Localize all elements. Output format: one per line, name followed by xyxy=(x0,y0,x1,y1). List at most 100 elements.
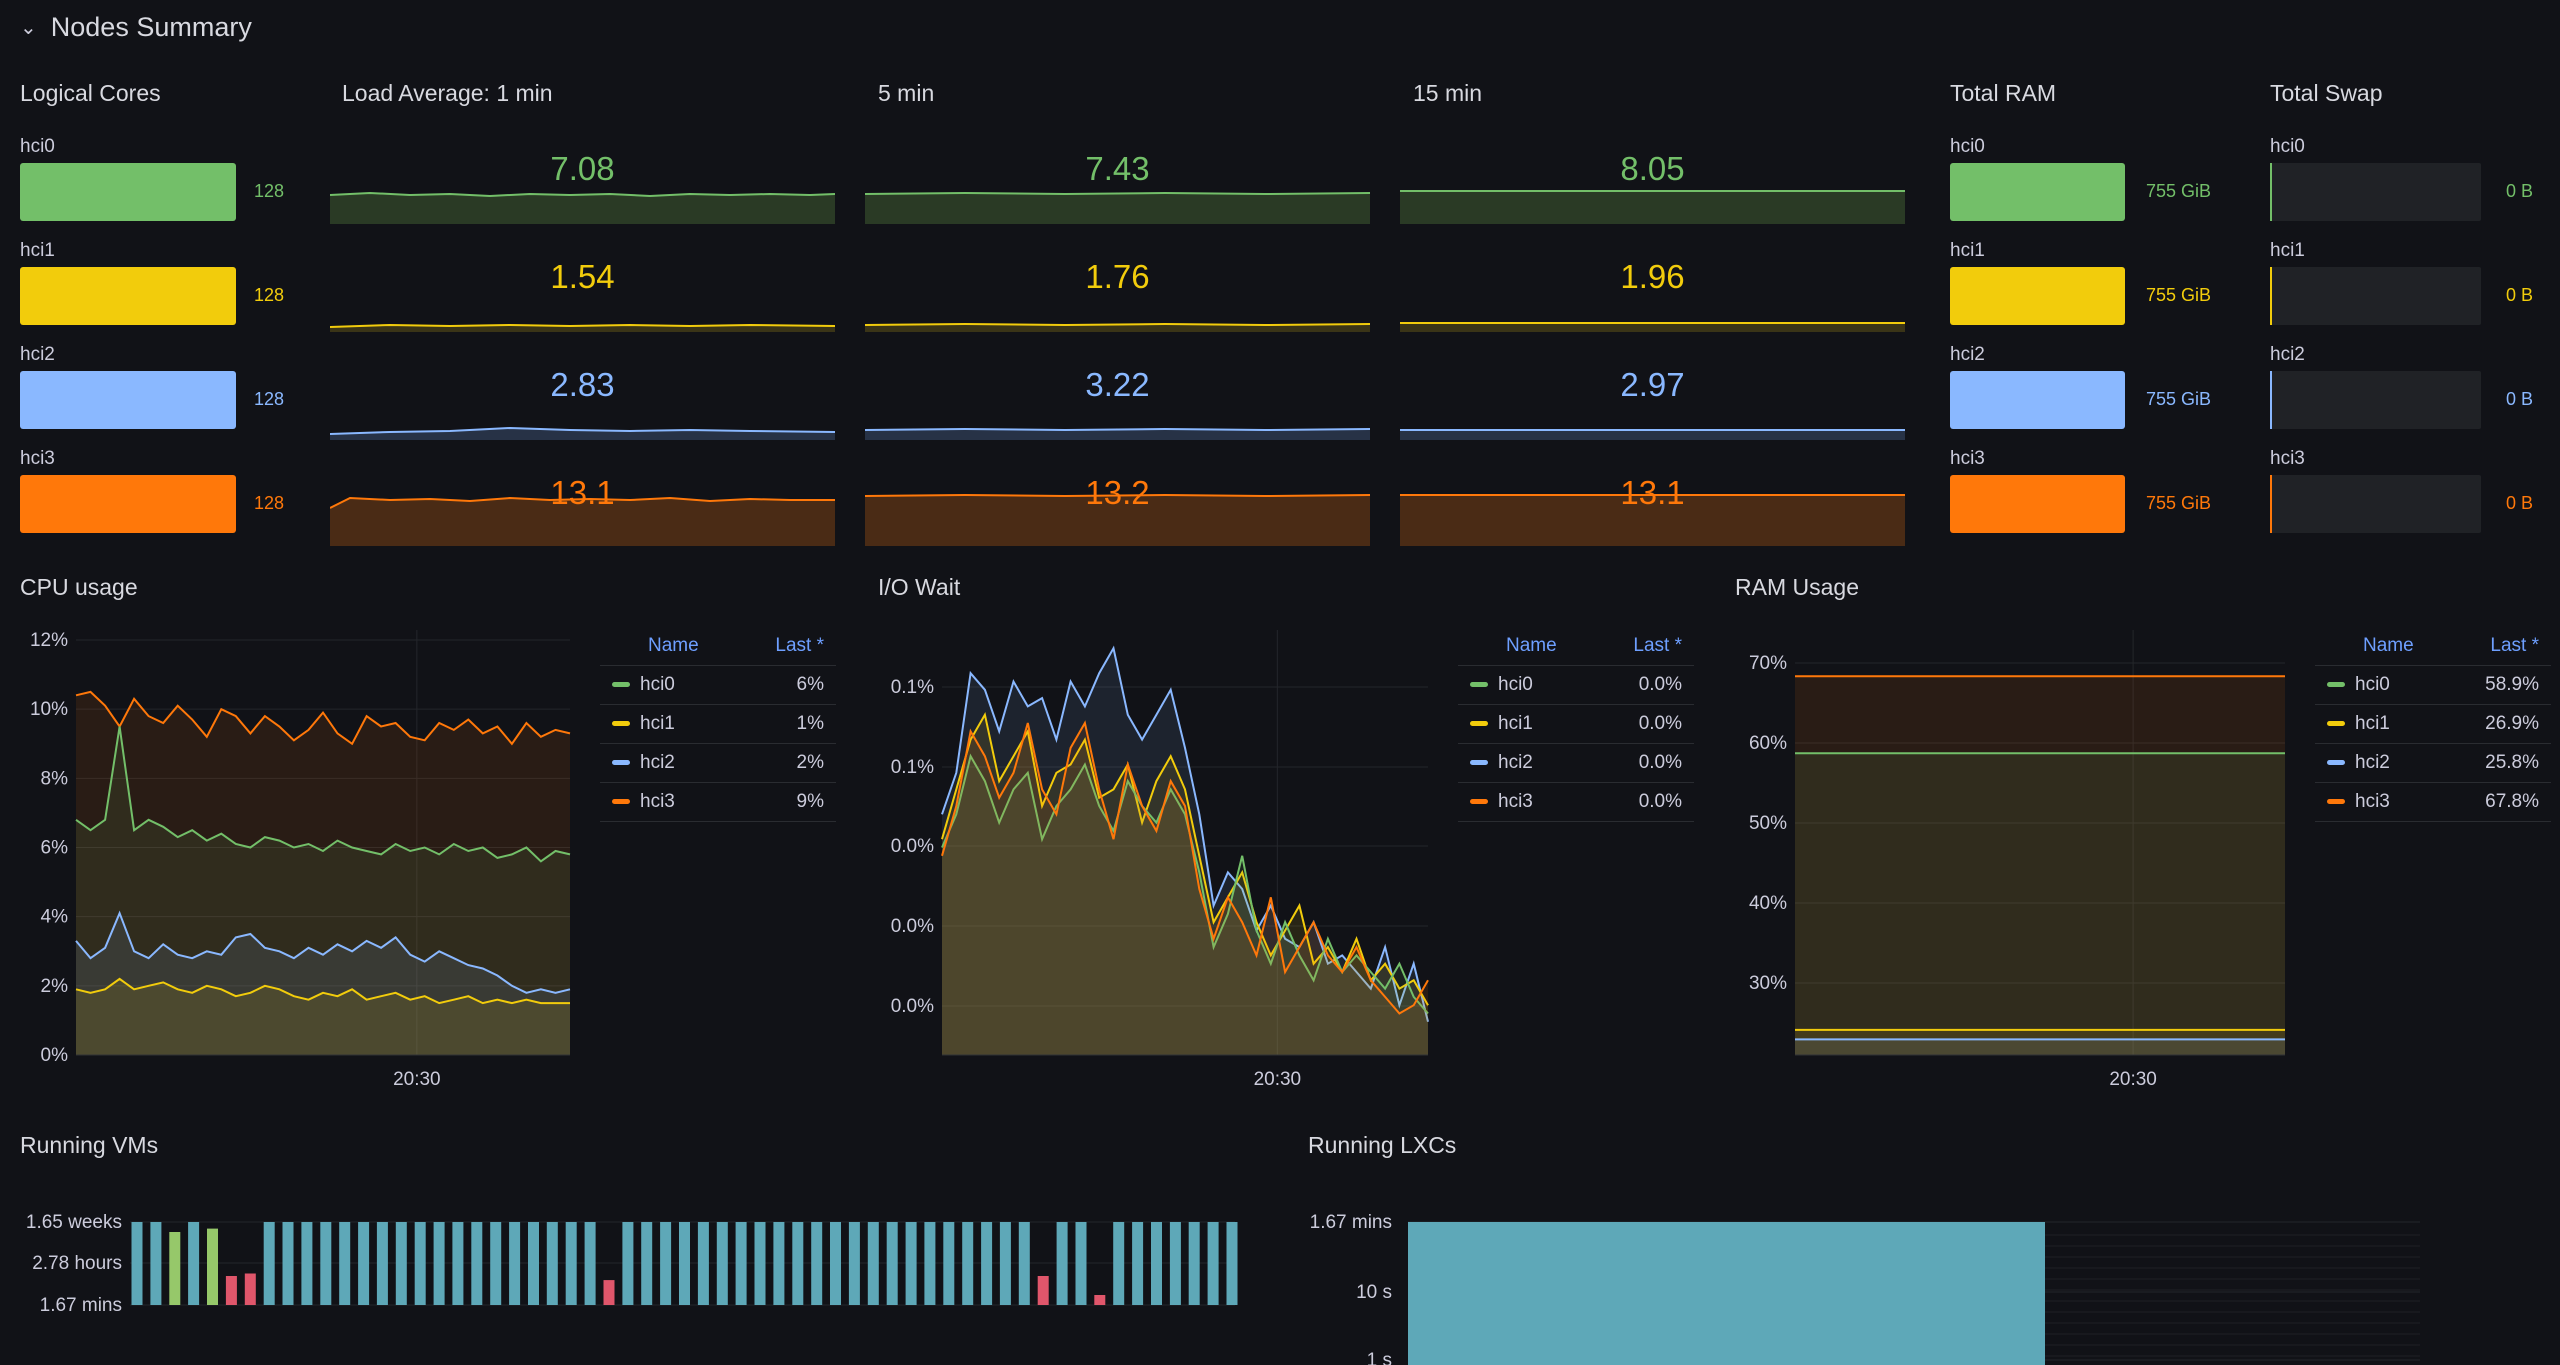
chevron-down-icon[interactable]: ⌄ xyxy=(20,17,37,39)
legend-row-hci2[interactable]: hci2 25.8% xyxy=(2315,743,2551,783)
ram-bar-hci2 xyxy=(1950,371,2125,429)
bar-51 xyxy=(1094,1295,1106,1305)
legend-name-header[interactable]: Name xyxy=(600,627,743,666)
legend-series-name: hci0 xyxy=(640,674,675,695)
bar-44 xyxy=(962,1222,974,1305)
bar-7 xyxy=(263,1222,275,1305)
y-tick-label: 1.67 mins xyxy=(40,1295,122,1316)
ram-label-hci2: hci2 xyxy=(1950,344,1985,365)
legend-row-hci1[interactable]: hci1 1% xyxy=(600,704,836,744)
load1-hci2-value: 2.83 xyxy=(550,366,615,403)
legend-row-hci2[interactable]: hci2 0.0% xyxy=(1458,743,1694,783)
bar-12 xyxy=(358,1222,370,1305)
legend-name-header[interactable]: Name xyxy=(2315,627,2454,666)
legend-value: 1% xyxy=(742,704,836,744)
bar-4 xyxy=(207,1228,218,1305)
legend-last-header[interactable]: Last * xyxy=(1600,627,1694,666)
series-line-hci0 xyxy=(941,753,1429,1015)
bar-14 xyxy=(395,1222,407,1305)
cpu-usage-chart[interactable]: 0% 2% 4% 6% 8% 10% 12% 20:30 xyxy=(10,620,590,1090)
bar-19 xyxy=(490,1222,502,1305)
logical-cores-title: Logical Cores xyxy=(20,80,161,106)
y-tick-label: 2% xyxy=(41,976,69,997)
legend-value: 25.8% xyxy=(2453,743,2551,783)
legend-last-header[interactable]: Last * xyxy=(742,627,836,666)
legend-last-header[interactable]: Last * xyxy=(2453,627,2551,666)
legend-value: 9% xyxy=(742,782,836,822)
row-header-nodes-summary[interactable]: ⌄ Nodes Summary xyxy=(20,12,252,43)
load5-hci3-value: 13.2 xyxy=(1085,474,1150,511)
y-tick-label: 4% xyxy=(41,907,69,928)
total-swap-title: Total Swap xyxy=(2270,80,2383,106)
io-wait-title: I/O Wait xyxy=(878,574,961,600)
y-tick-label: 0.0% xyxy=(891,836,934,857)
legend-row-hci3[interactable]: hci3 0.0% xyxy=(1458,782,1694,822)
y-tick-label: 0.1% xyxy=(891,677,934,698)
io-wait-chart[interactable]: 0.0% 0.0% 0.0% 0.1% 0.1% 20:30 xyxy=(868,620,1448,1090)
legend-value: 67.8% xyxy=(2453,782,2551,822)
swap-value-hci3: 0 B xyxy=(2506,493,2534,513)
bar-48 xyxy=(1037,1276,1049,1305)
running-vms-chart[interactable]: 1.65 weeks 2.78 hours 1.67 mins xyxy=(0,1195,1280,1365)
cores-value-hci2: 128 xyxy=(254,389,285,409)
running-vms-title: Running VMs xyxy=(20,1132,159,1158)
ram-label-hci1: hci1 xyxy=(1950,240,1985,261)
y-tick-label: 40% xyxy=(1749,893,1787,914)
legend-row-hci0[interactable]: hci0 0.0% xyxy=(1458,665,1694,705)
cores-bar-hci0 xyxy=(20,163,236,221)
cores-label-hci1: hci1 xyxy=(20,240,55,261)
legend-name-header[interactable]: Name xyxy=(1458,627,1601,666)
bar-47 xyxy=(1018,1222,1030,1305)
series-area-hci0 xyxy=(76,726,570,1055)
bar-39 xyxy=(867,1222,879,1305)
bar-36 xyxy=(811,1222,823,1305)
swap-value-hci0: 0 B xyxy=(2506,181,2534,201)
bar-45 xyxy=(981,1222,993,1305)
bar-24 xyxy=(584,1222,596,1305)
running-lxcs-chart[interactable]: 1.67 mins 10 s 1 s xyxy=(1300,1195,2440,1365)
legend-swatch xyxy=(612,721,630,727)
bar-28 xyxy=(660,1222,672,1305)
legend-row-hci0[interactable]: hci0 6% xyxy=(600,665,836,705)
legend-swatch xyxy=(1470,721,1488,727)
bar-35 xyxy=(792,1222,804,1305)
ram-label-hci0: hci0 xyxy=(1950,136,1985,157)
series-line-hci0 xyxy=(75,726,571,863)
spark5-hci3-line xyxy=(865,493,1370,498)
load15-hci1-value: 1.96 xyxy=(1620,258,1685,295)
x-tick-label: 20:30 xyxy=(2109,1069,2157,1090)
bar-38 xyxy=(848,1222,860,1305)
bar-53 xyxy=(1132,1222,1144,1305)
y-tick-label: 0.0% xyxy=(891,996,934,1017)
row-title: Nodes Summary xyxy=(50,12,252,42)
legend-row-hci0[interactable]: hci0 58.9% xyxy=(2315,665,2551,705)
legend-row-hci2[interactable]: hci2 2% xyxy=(600,743,836,783)
legend-row-hci3[interactable]: hci3 67.8% xyxy=(2315,782,2551,822)
x-tick-label: 20:30 xyxy=(1254,1069,1302,1090)
legend-row-hci1[interactable]: hci1 0.0% xyxy=(1458,704,1694,744)
ram-label-hci3: hci3 xyxy=(1950,448,1985,469)
bar-49 xyxy=(1056,1222,1068,1305)
spark-hci0-line xyxy=(330,191,835,198)
series-area-hci0 xyxy=(942,756,1428,1055)
load15-hci0-value: 8.05 xyxy=(1620,150,1685,187)
x-tick-label: 20:30 xyxy=(393,1069,441,1090)
bar-16 xyxy=(433,1222,445,1305)
total-ram-title: Total RAM xyxy=(1950,80,2057,106)
legend-value: 0.0% xyxy=(1600,782,1694,822)
spark5-hci0-area xyxy=(865,194,1370,224)
cpu-usage-title: CPU usage xyxy=(20,574,138,600)
load5-hci2-value: 3.22 xyxy=(1085,366,1150,403)
series-line-hci3 xyxy=(941,720,1429,1015)
legend-swatch xyxy=(612,799,630,805)
legend-row-hci1[interactable]: hci1 26.9% xyxy=(2315,704,2551,744)
series-line-hci1 xyxy=(75,977,570,1005)
spark-hci1-line xyxy=(330,323,835,328)
swap-fill-hci3 xyxy=(2270,475,2272,533)
legend-value: 6% xyxy=(742,665,836,705)
legend-series-name: hci2 xyxy=(2355,752,2390,773)
ram-usage-chart[interactable]: 30% 40% 50% 60% 70% 20:30 xyxy=(1725,620,2305,1090)
bar-3 xyxy=(188,1222,200,1305)
swap-label-hci3: hci3 xyxy=(2270,448,2305,469)
legend-row-hci3[interactable]: hci3 9% xyxy=(600,782,836,822)
